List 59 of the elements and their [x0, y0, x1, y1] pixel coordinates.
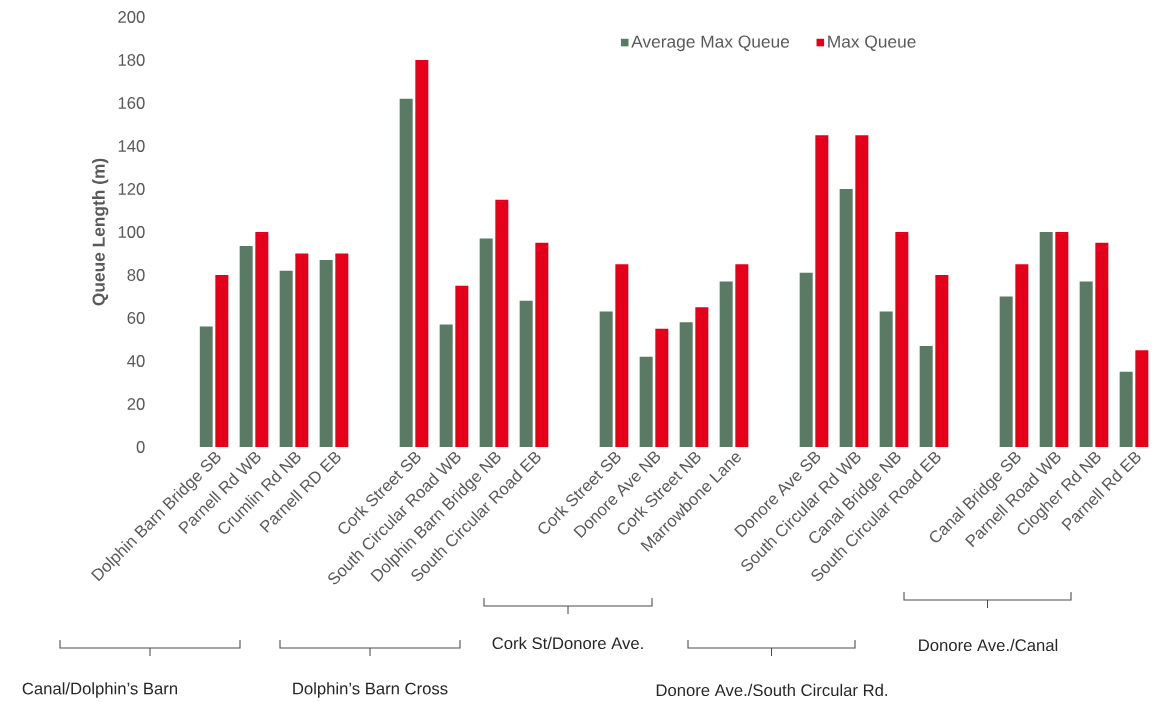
y-tick-label: 120 [118, 183, 145, 195]
bar [615, 264, 629, 447]
y-tick-label: 100 [118, 226, 145, 238]
bar [319, 259, 333, 447]
bar [895, 231, 909, 447]
y-axis-title: Queue Length (m) [92, 158, 109, 306]
bar [799, 272, 813, 447]
bar [639, 356, 653, 447]
text: Canal/Dolphin’s Barn [22, 682, 177, 698]
y-tick-label: 200 [118, 11, 145, 23]
bar [415, 59, 429, 447]
bar [295, 253, 309, 447]
bar [1079, 281, 1093, 447]
bar [255, 231, 269, 447]
y-tick-label: 160 [118, 97, 145, 109]
y-tick-label: 180 [118, 54, 145, 66]
bar [335, 253, 349, 447]
y-tick-label: 20 [127, 398, 145, 410]
bar [479, 238, 493, 447]
bar [199, 326, 213, 447]
bar [1135, 350, 1149, 447]
text: Cork St/Donore Ave. [492, 636, 643, 650]
bar [695, 307, 709, 447]
bar [679, 322, 693, 447]
y-tick-label: 80 [127, 269, 145, 281]
y-tick-label: 40 [127, 355, 145, 367]
bar [1039, 231, 1053, 447]
bar [655, 328, 669, 447]
bar [919, 345, 933, 447]
legend-label: Max Queue [828, 35, 916, 51]
legend-label: Average Max Queue [631, 35, 790, 52]
bar [215, 274, 229, 447]
y-tick-label: 0 [136, 441, 145, 453]
bar [839, 188, 853, 447]
bar [495, 199, 509, 447]
y-tick-label: 140 [118, 140, 145, 152]
bar [815, 135, 829, 447]
y-tick-label: 60 [127, 312, 145, 324]
bar [535, 242, 549, 447]
bar [735, 264, 749, 447]
bar [1095, 242, 1109, 447]
bar [1055, 231, 1069, 447]
bar [239, 245, 253, 447]
bar [279, 270, 293, 447]
text: Donore Ave./South Circular Rd. [656, 683, 888, 697]
bar [719, 281, 733, 447]
bar [1119, 371, 1133, 447]
text: Donore Ave./Canal [919, 638, 1058, 652]
bar [519, 300, 533, 447]
bar [455, 285, 469, 447]
bar [855, 135, 869, 447]
bar [1015, 264, 1029, 447]
bar [439, 324, 453, 447]
bar [879, 311, 893, 447]
bar [599, 311, 613, 447]
bar [999, 296, 1013, 447]
text: Dolphin’s Barn Cross [293, 682, 448, 698]
bar [935, 274, 949, 447]
bar [399, 98, 413, 447]
